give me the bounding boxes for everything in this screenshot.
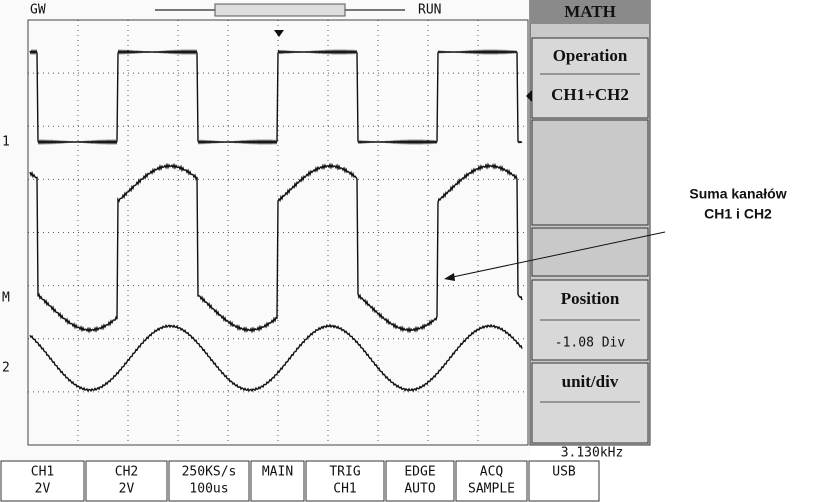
status-text: ACQ <box>480 465 504 480</box>
status-bar: CH1 2V CH2 2V 250KS/s 100us MAIN TRIG CH1 EDGE AUT… <box>1 461 599 501</box>
position-value: -1.08 Div <box>555 336 626 351</box>
position-label: Position <box>561 289 620 308</box>
display-area <box>0 0 530 460</box>
menu-blank <box>532 120 648 225</box>
memory-window <box>215 4 345 16</box>
menu-title: MATH <box>564 2 616 21</box>
unit-label: unit/div <box>562 372 619 391</box>
ch2-marker: 2 <box>2 361 10 376</box>
status-text: CH1 <box>333 482 356 497</box>
menu-blank <box>532 228 648 276</box>
run-status: RUN <box>418 3 441 18</box>
ch1-marker: 1 <box>2 135 10 150</box>
frequency: 3.130kHz <box>561 446 624 461</box>
status-text: USB <box>552 465 576 480</box>
status-text: SAMPLE <box>468 482 515 497</box>
operation-value: CH1+CH2 <box>551 85 629 104</box>
status-text: CH1 <box>31 465 54 480</box>
status-text: 2V <box>35 482 51 497</box>
status-text: 100us <box>189 482 228 497</box>
annotation-line: CH1 i CH2 <box>704 206 772 222</box>
status-text: 250KS/s <box>182 465 237 480</box>
annotation-line: Suma kanałów <box>689 186 786 202</box>
status-text: AUTO <box>404 482 435 497</box>
status-text: 2V <box>119 482 135 497</box>
math-marker: M <box>2 291 10 306</box>
status-text: EDGE <box>404 465 435 480</box>
status-text: CH2 <box>115 465 138 480</box>
oscilloscope-screen: GW RUN 1 M 2 MATH Operation CH1+CH2 Posi… <box>0 0 820 502</box>
status-text: TRIG <box>329 465 360 480</box>
brand: GW <box>30 3 46 18</box>
operation-label: Operation <box>553 46 628 65</box>
status-text: MAIN <box>262 465 293 480</box>
